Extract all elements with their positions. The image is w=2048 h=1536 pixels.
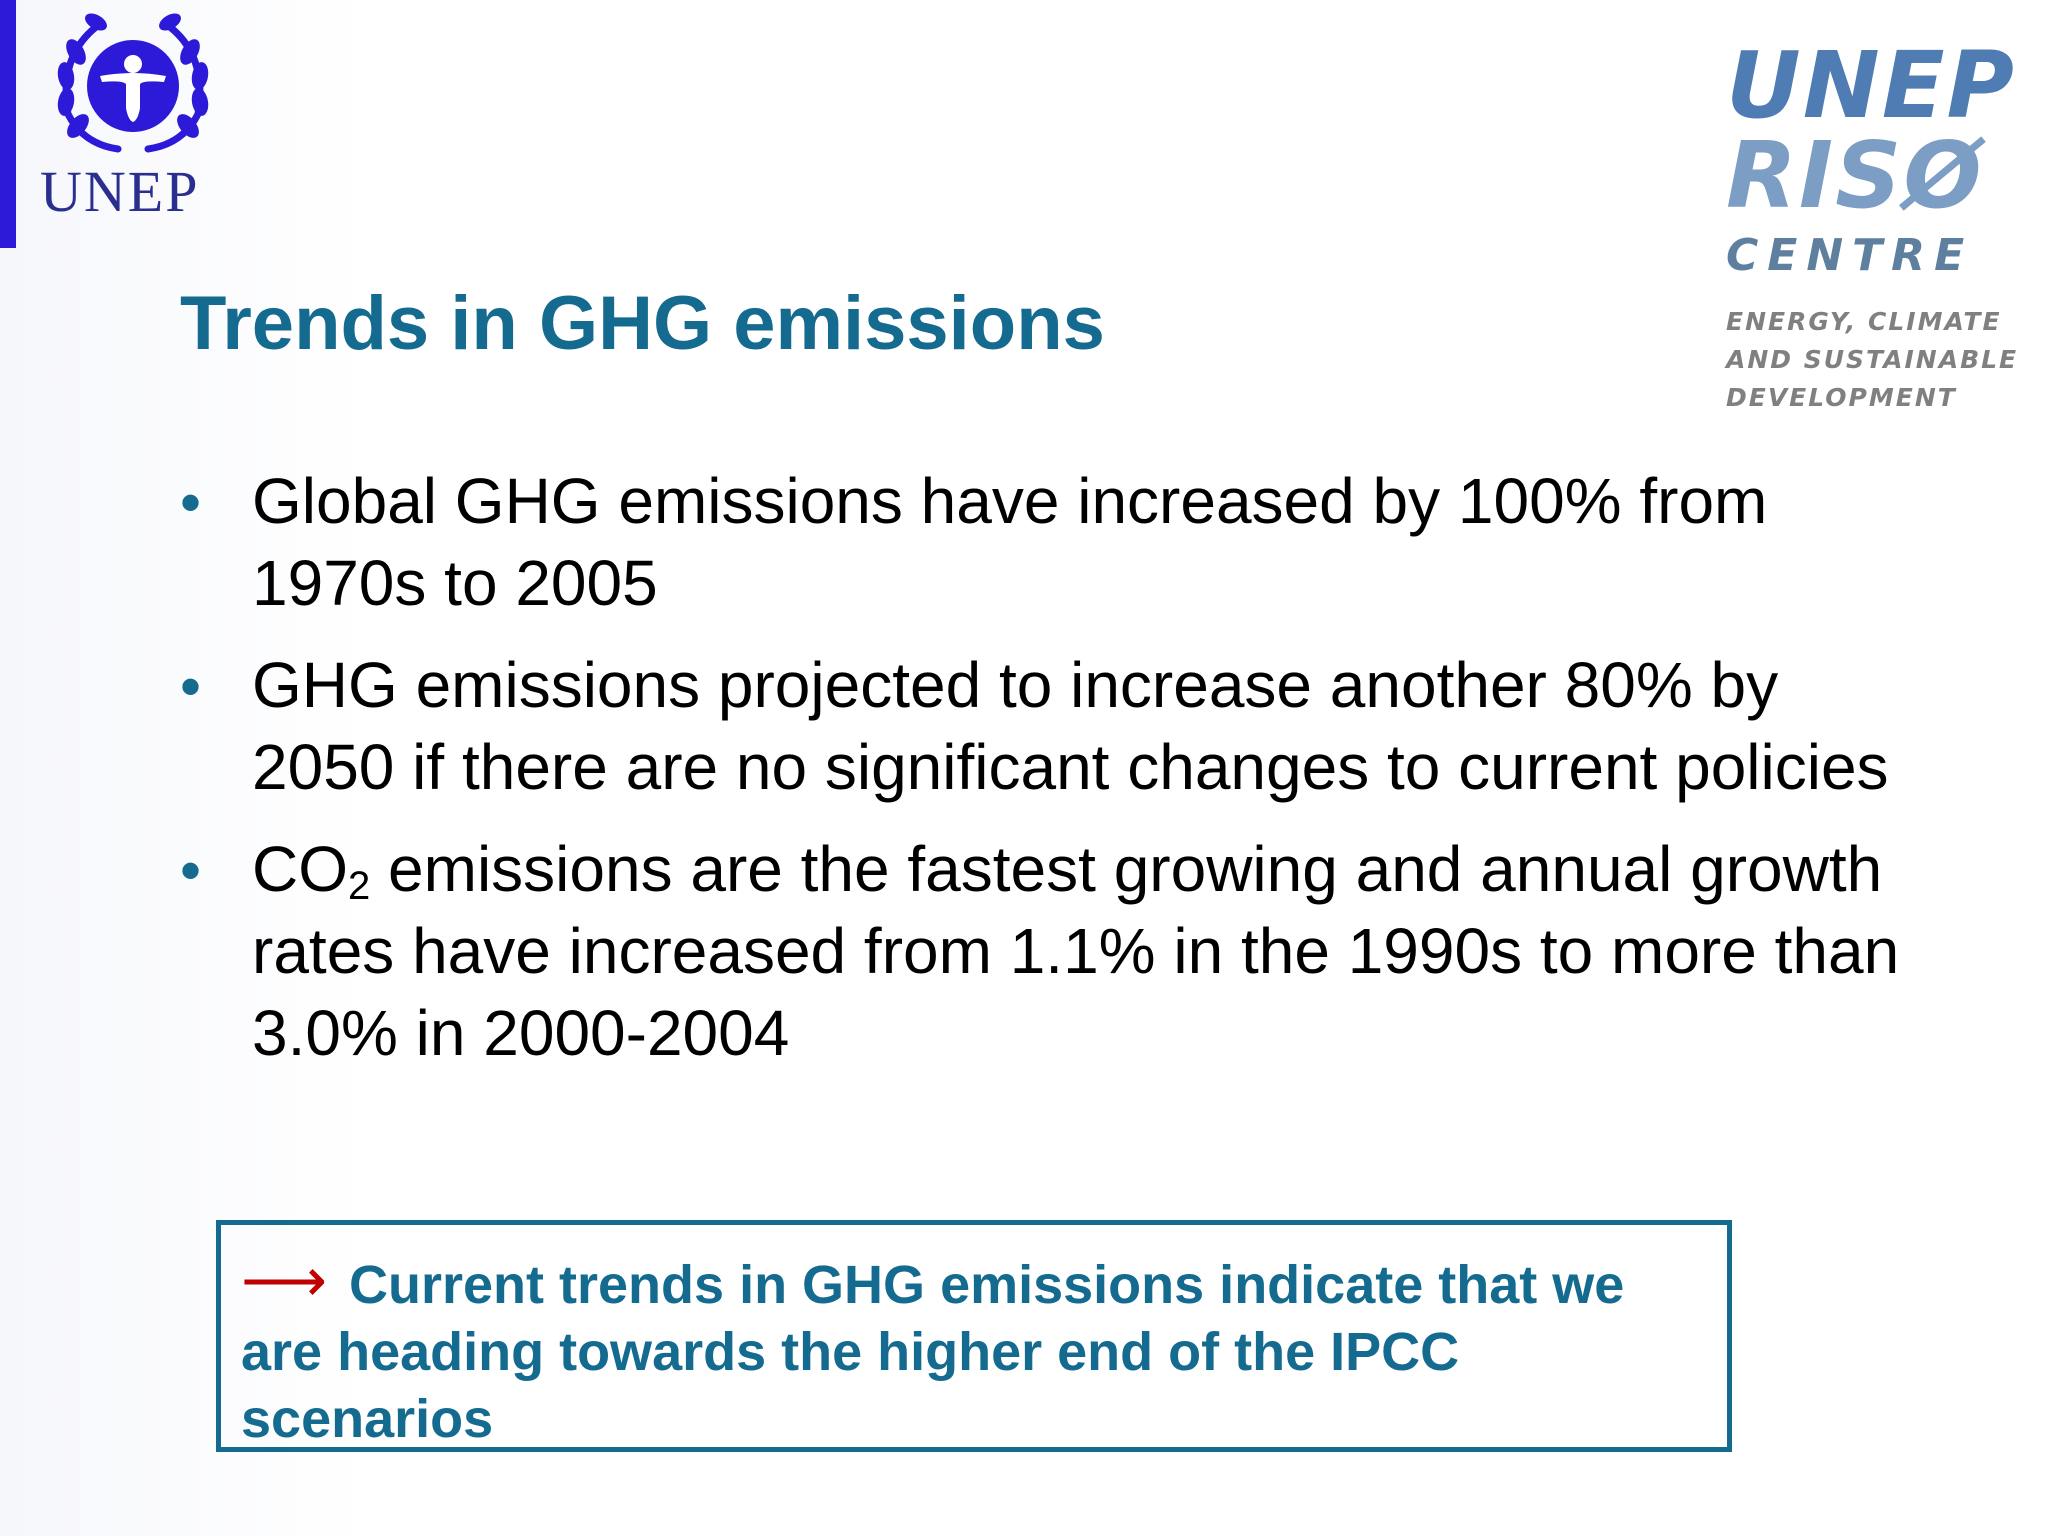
unep-riso-centre-logo: UNEP RISØ CENTRE ENERGY, CLIMATE AND SUS… (1726, 32, 2026, 413)
bullet-text-subscript: 2 (348, 864, 371, 908)
riso-logo-line3: CENTRE (1726, 230, 1974, 281)
riso-logo-tagline: ENERGY, CLIMATE AND SUSTAINABLE DEVELOPM… (1726, 303, 2026, 417)
bullet-text: emissions are the fastest growing and an… (252, 833, 1900, 1069)
bullet-text-prefix: CO (252, 833, 348, 905)
unep-wordmark: UNEP (40, 159, 200, 224)
riso-tagline-3: DEVELOPMENT (1726, 383, 1957, 412)
bullet-item: • CO2 emissions are the fastest growing … (180, 828, 1912, 1074)
accent-bar (0, 0, 16, 248)
bullet-list: • Global GHG emissions have increased by… (180, 460, 1912, 1094)
arrow-right-icon: ⟶ (241, 1247, 328, 1314)
slide-title: Trends in GHG emissions (180, 281, 1105, 366)
riso-tagline-1: ENERGY, CLIMATE (1726, 307, 2002, 336)
bullet-text: GHG emissions projected to increase anot… (252, 649, 1889, 803)
riso-logo-line2: RISØ (1726, 122, 1984, 229)
bullet-dot-icon: • (180, 653, 202, 720)
conclusion-callout: ⟶ Current trends in GHG emissions indicat… (216, 1220, 1732, 1452)
bullet-item: • Global GHG emissions have increased by… (180, 460, 1912, 624)
bullet-item: • GHG emissions projected to increase an… (180, 644, 1912, 808)
callout-text: Current trends in GHG emissions indicate… (241, 1255, 1625, 1449)
bullet-text: Global GHG emissions have increased by 1… (252, 465, 1768, 619)
bullet-dot-icon: • (180, 837, 202, 904)
bullet-dot-icon: • (180, 469, 202, 536)
unep-emblem-icon (38, 4, 228, 224)
riso-tagline-2: AND SUSTAINABLE (1726, 345, 2019, 374)
riso-logo-line1: UNEP (1726, 32, 2016, 139)
